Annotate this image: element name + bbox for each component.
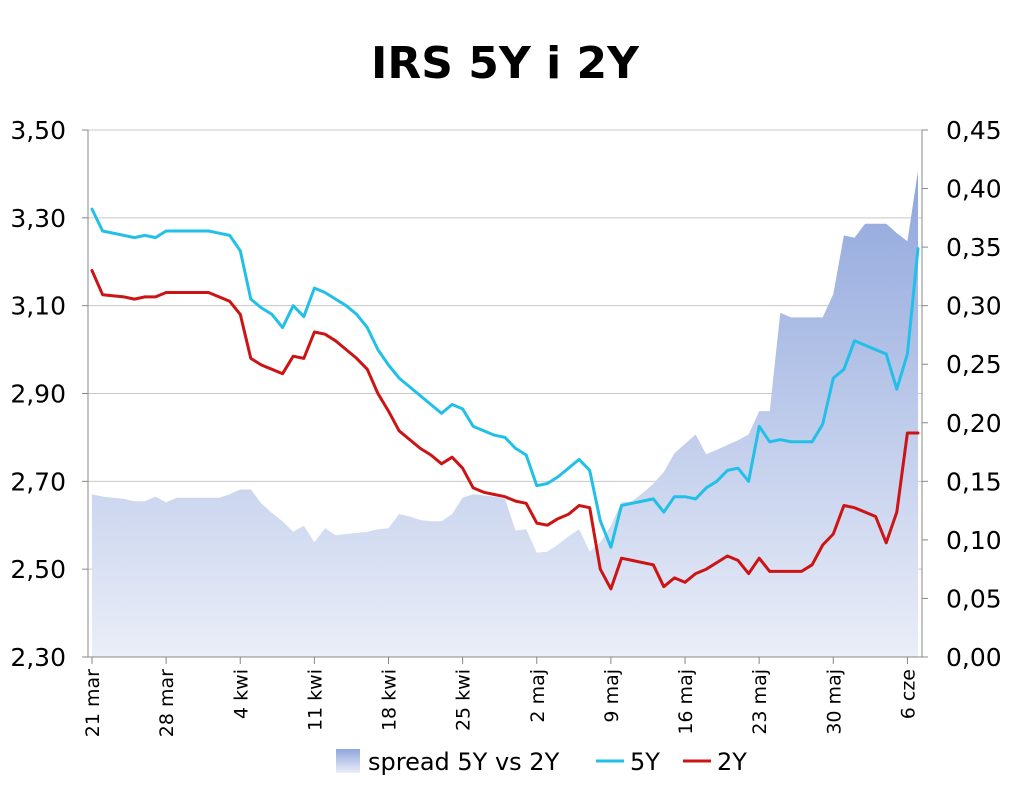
spread-5y-vs-2y-area bbox=[92, 171, 918, 657]
spread-area-layer bbox=[92, 171, 918, 657]
series-line-2y bbox=[90, 269, 920, 591]
y-left-tick-label: 3,10 bbox=[10, 292, 66, 321]
x-tick-label: 9 maj bbox=[601, 669, 623, 723]
axes bbox=[82, 129, 928, 664]
legend-label-2y: 2Y bbox=[717, 748, 747, 776]
y-left-tick-label: 3,50 bbox=[10, 116, 66, 145]
y-right-tick-label: 0,45 bbox=[946, 116, 1002, 145]
legend: spread 5Y vs 2Y 5Y 2Y bbox=[336, 748, 747, 776]
y-right-tick-label: 0,10 bbox=[946, 526, 1002, 555]
x-tick-label: 11 kwi bbox=[304, 669, 326, 731]
x-tick-label: 6 cze bbox=[897, 669, 919, 719]
y-right-tick-label: 0,15 bbox=[946, 467, 1002, 496]
x-tick-label: 18 kwi bbox=[379, 669, 401, 731]
x-tick-label: 4 kwi bbox=[230, 669, 252, 719]
legend-swatch-spread bbox=[336, 749, 360, 773]
y-left-tick-label: 2,30 bbox=[10, 643, 66, 672]
y-left-tick-label: 2,70 bbox=[10, 467, 66, 496]
y-left-tick-label: 3,30 bbox=[10, 204, 66, 233]
x-tick-label: 30 maj bbox=[823, 669, 845, 735]
line-series-layer bbox=[90, 207, 920, 591]
y-right-tick-label: 0,35 bbox=[946, 233, 1002, 262]
y-right-tick-label: 0,20 bbox=[946, 409, 1002, 438]
x-tick-label: 16 maj bbox=[675, 669, 697, 735]
x-tick-label: 25 kwi bbox=[453, 669, 475, 731]
y-right-tick-label: 0,30 bbox=[946, 292, 1002, 321]
chart-title: IRS 5Y i 2Y bbox=[371, 38, 640, 89]
legend-label-spread: spread 5Y vs 2Y bbox=[368, 748, 560, 776]
y-right-tick-label: 0,40 bbox=[946, 175, 1002, 204]
legend-label-5y: 5Y bbox=[630, 748, 660, 776]
y-right-tick-label: 0,05 bbox=[946, 584, 1002, 613]
y-right-tick-label: 0,25 bbox=[946, 350, 1002, 379]
tick-labels: 2,30 2,50 2,70 2,90 3,10 3,30 3,50 0,00 0,05 0,10… bbox=[10, 116, 1001, 737]
y-left-tick-label: 2,50 bbox=[10, 555, 66, 584]
series-line-5y bbox=[90, 207, 920, 549]
x-tick-label: 23 maj bbox=[749, 669, 771, 735]
x-tick-label: 28 mar bbox=[156, 669, 178, 737]
x-tick-label: 2 maj bbox=[527, 669, 549, 723]
y-left-tick-label: 2,90 bbox=[10, 380, 66, 409]
y-right-tick-label: 0,00 bbox=[946, 643, 1002, 672]
x-tick-label: 21 mar bbox=[82, 669, 104, 737]
